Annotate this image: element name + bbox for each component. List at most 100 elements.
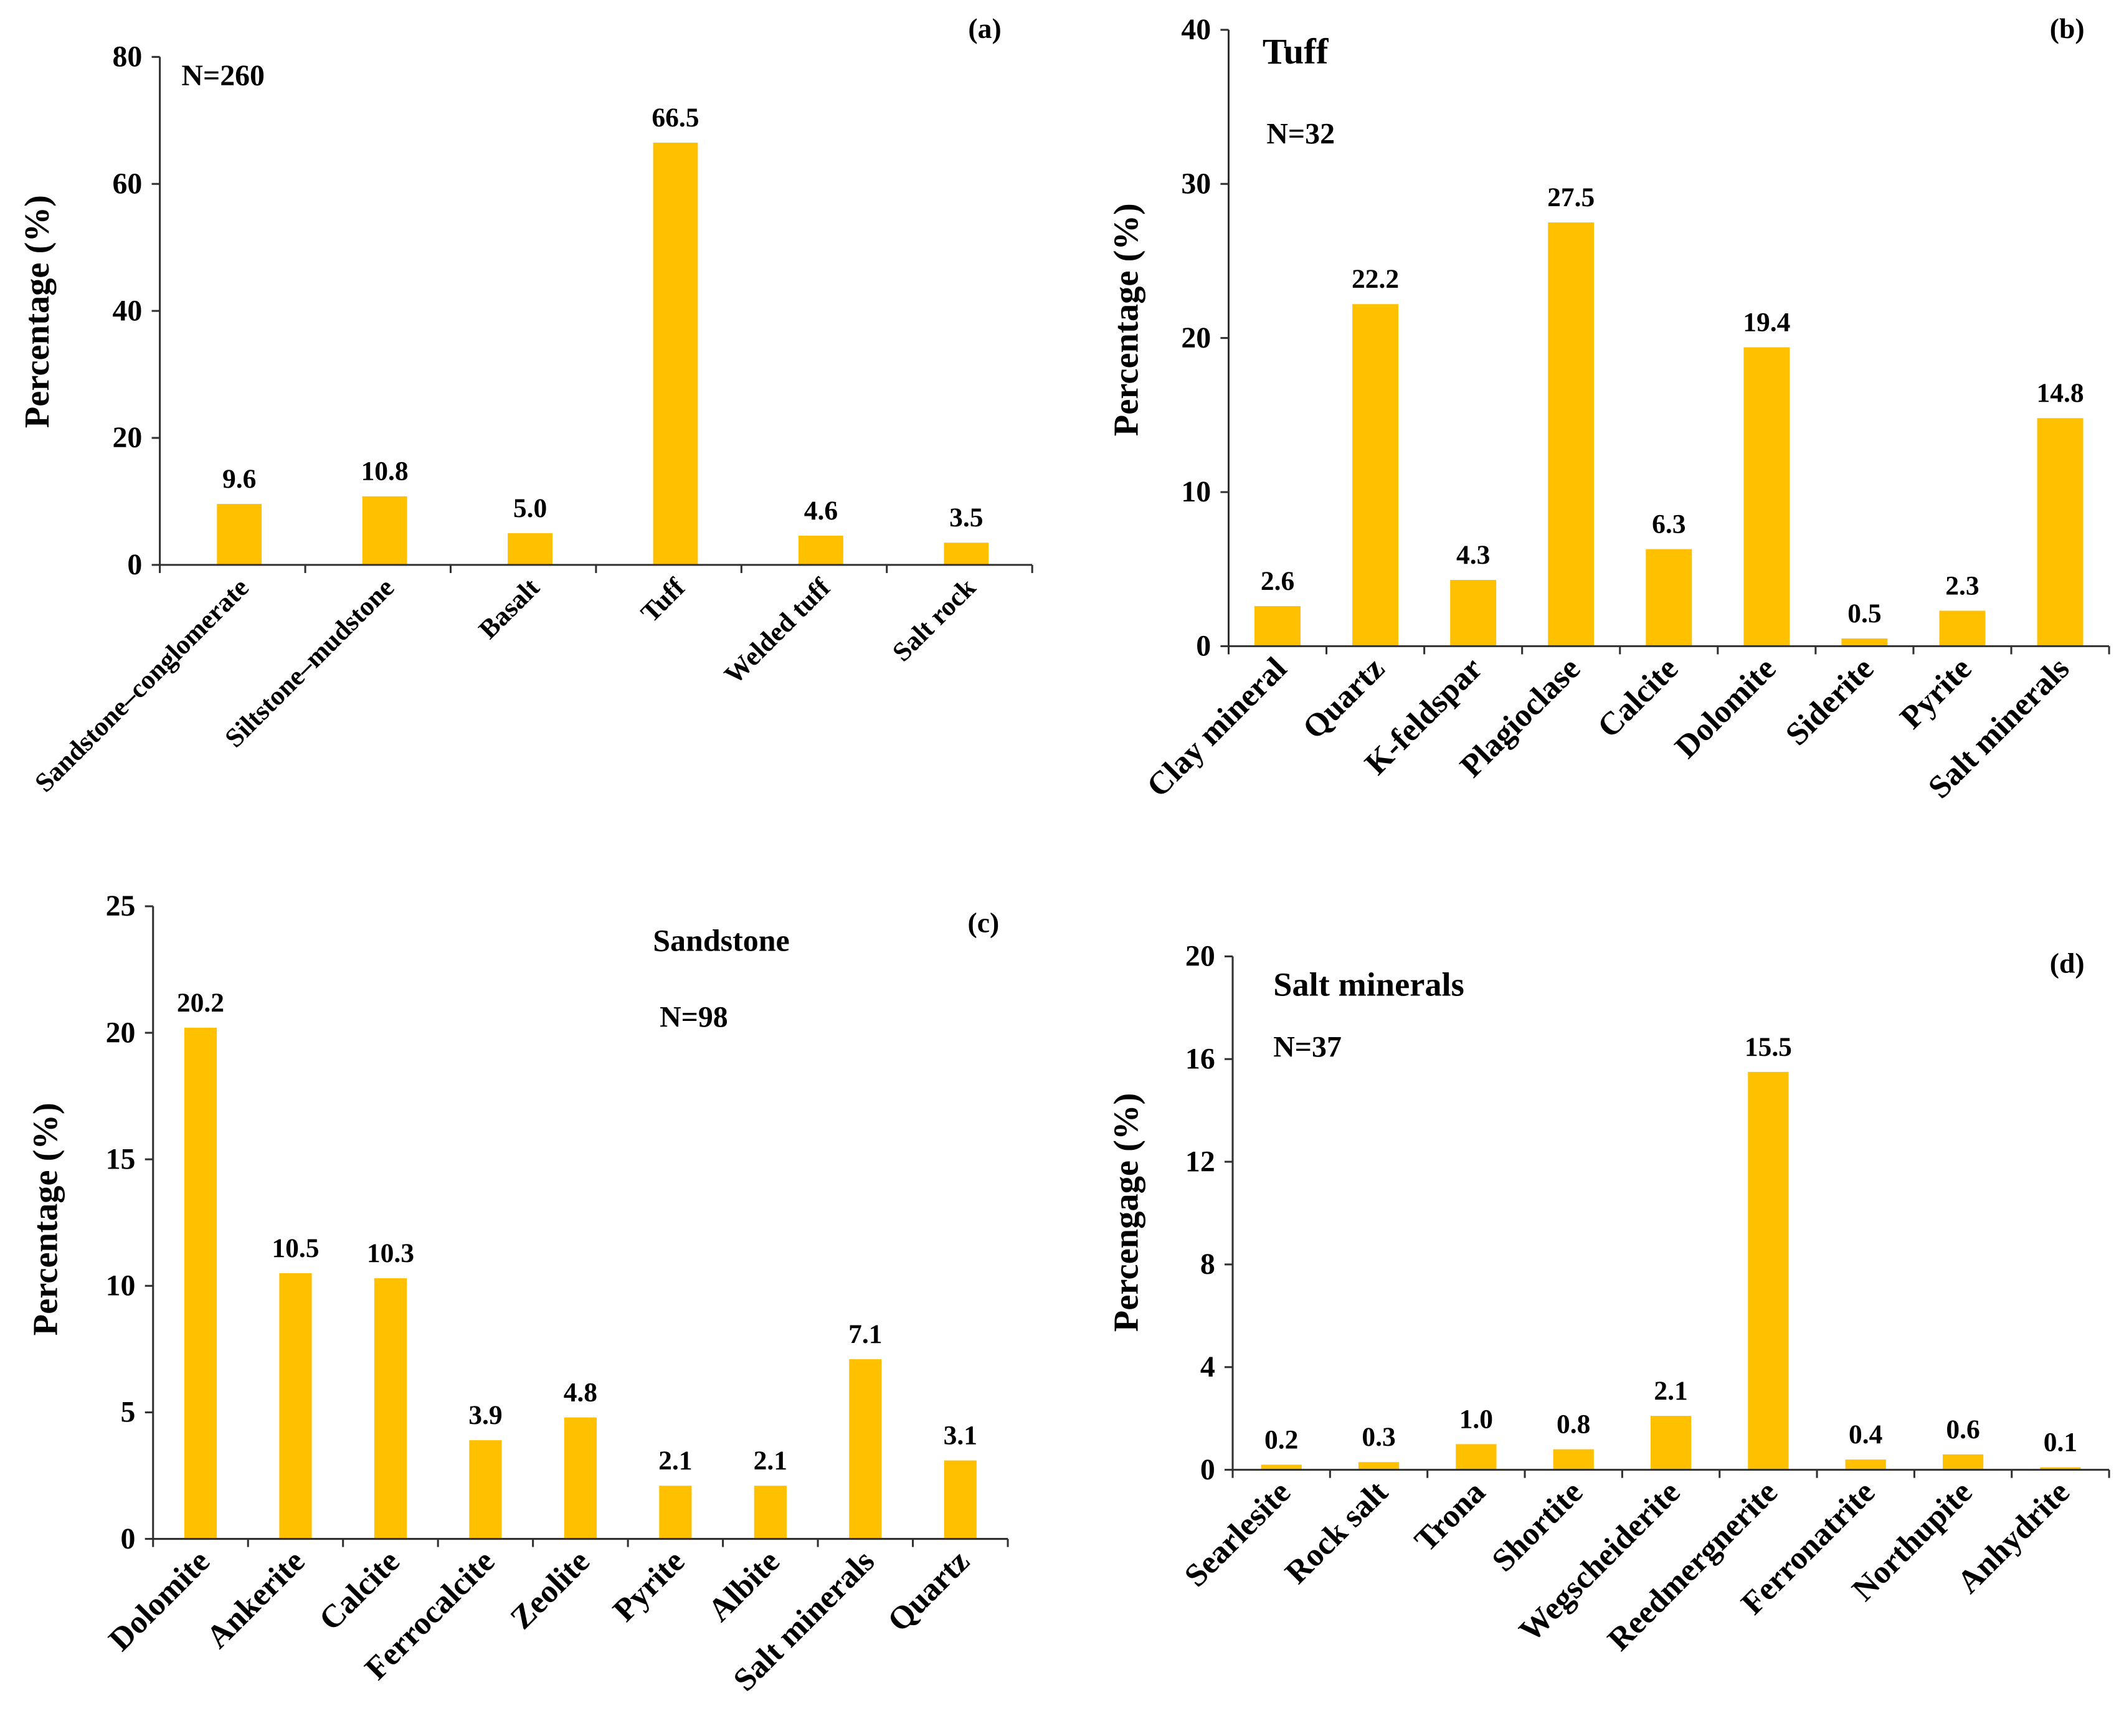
value-label: 0.2: [1264, 1425, 1298, 1454]
value-label: 15.5: [1745, 1032, 1792, 1062]
value-label: 10.8: [361, 457, 409, 486]
y-tick-label: 20: [1185, 940, 1215, 973]
x-tick-label: Clay mineral: [1140, 650, 1294, 804]
bar: [659, 1486, 692, 1539]
bar: [1553, 1449, 1594, 1470]
y-tick-label: 40: [113, 294, 143, 327]
bar: [944, 543, 989, 565]
y-tick-label: 20: [106, 1016, 136, 1049]
bar: [564, 1417, 597, 1539]
bar: [1548, 222, 1595, 647]
value-label: 6.3: [1652, 509, 1685, 539]
y-axis-title: Percentage (%): [1107, 203, 1146, 436]
x-tick-label: Pyrite: [606, 1543, 691, 1628]
bar: [1841, 638, 1888, 647]
x-tick-label: Trona: [1408, 1474, 1492, 1558]
panel-c-chart: 20.2Dolomite10.5Ankerite10.3Calcite3.9Fe…: [26, 889, 1009, 1698]
y-tick-label: 60: [113, 167, 143, 200]
bar: [1358, 1462, 1400, 1470]
bar: [1748, 1071, 1789, 1470]
bar: [508, 533, 552, 565]
chart-title: Sandstone: [653, 923, 790, 958]
y-tick-label: 20: [113, 421, 143, 454]
chart-title: Salt minerals: [1273, 965, 1464, 1003]
x-tick-label: Searlesite: [1177, 1474, 1297, 1594]
bar: [1261, 1464, 1302, 1470]
value-label: 4.6: [804, 496, 838, 526]
bar: [374, 1278, 407, 1539]
x-tick-label: Dolomite: [102, 1543, 216, 1658]
y-tick-label: 0: [1196, 630, 1211, 663]
x-tick-label: Calcite: [1590, 650, 1685, 745]
x-tick-label: Zeolite: [503, 1543, 597, 1636]
panel-label: (a): [968, 12, 1001, 44]
bar: [1939, 610, 1986, 647]
bar: [1646, 549, 1692, 647]
value-label: 14.8: [2036, 378, 2084, 408]
y-tick-label: 16: [1185, 1042, 1215, 1075]
sample-size-label: N=32: [1266, 118, 1335, 151]
y-tick-label: 0: [1200, 1453, 1215, 1486]
sample-size-label: N=37: [1273, 1030, 1342, 1063]
panel-label: (b): [2050, 12, 2085, 44]
bar: [2040, 1467, 2081, 1470]
x-tick-label: Welded tuff: [719, 572, 837, 690]
y-tick-label: 15: [106, 1142, 136, 1175]
value-label: 2.1: [658, 1446, 692, 1476]
x-tick-label: Sandstone–conglomerate: [29, 572, 255, 798]
y-tick-label: 4: [1200, 1350, 1215, 1383]
value-label: 0.5: [1847, 599, 1881, 628]
x-tick-label: Calcite: [312, 1543, 407, 1638]
panel-a-chart: 9.6Sandstone–conglomerate10.8Siltstone–m…: [18, 12, 1033, 798]
panel-label: (c): [968, 906, 1000, 938]
y-tick-label: 20: [1181, 321, 1211, 354]
x-tick-label: Quartz: [1296, 650, 1392, 746]
value-label: 3.1: [944, 1421, 977, 1451]
bar: [944, 1460, 977, 1539]
bar: [1456, 1444, 1497, 1470]
bar: [469, 1440, 502, 1539]
bar: [217, 504, 262, 565]
value-label: 10.3: [367, 1238, 414, 1268]
y-tick-label: 40: [1181, 13, 1211, 46]
bar: [362, 496, 407, 565]
y-tick-label: 5: [121, 1396, 136, 1429]
value-label: 5.0: [513, 493, 547, 523]
value-label: 0.6: [1946, 1415, 1979, 1444]
bar: [849, 1359, 882, 1539]
y-tick-label: 80: [113, 40, 143, 74]
y-tick-label: 10: [106, 1269, 136, 1302]
x-tick-label: Quartz: [881, 1543, 977, 1639]
x-tick-label: Albite: [701, 1543, 786, 1628]
value-label: 7.1: [848, 1319, 882, 1349]
value-label: 3.9: [468, 1400, 502, 1430]
bar: [1450, 580, 1497, 647]
bar: [1254, 606, 1301, 647]
x-tick-label: Rock salt: [1278, 1474, 1395, 1591]
bar: [1743, 347, 1790, 647]
value-label: 2.3: [1945, 571, 1979, 600]
value-label: 66.5: [652, 103, 699, 133]
value-label: 27.5: [1547, 183, 1595, 212]
chart-title: Tuff: [1263, 31, 1329, 72]
value-label: 3.5: [949, 503, 983, 533]
value-label: 2.1: [1654, 1376, 1687, 1406]
bar: [754, 1486, 787, 1539]
x-tick-label: Salt rock: [887, 572, 982, 668]
value-label: 22.2: [1352, 264, 1399, 294]
value-label: 10.5: [272, 1233, 319, 1263]
value-label: 0.1: [2044, 1427, 2077, 1457]
x-tick-label: Dolomite: [1668, 650, 1783, 765]
sample-size-label: N=98: [660, 1000, 728, 1033]
x-tick-label: Siderite: [1778, 650, 1880, 752]
x-tick-label: Basalt: [473, 572, 546, 645]
bar: [1352, 304, 1399, 647]
bar: [279, 1273, 312, 1539]
x-tick-label: Ankerite: [199, 1543, 311, 1655]
value-label: 2.6: [1261, 566, 1294, 596]
y-tick-label: 0: [127, 548, 142, 581]
bar: [1942, 1454, 1984, 1470]
bar: [653, 142, 698, 565]
